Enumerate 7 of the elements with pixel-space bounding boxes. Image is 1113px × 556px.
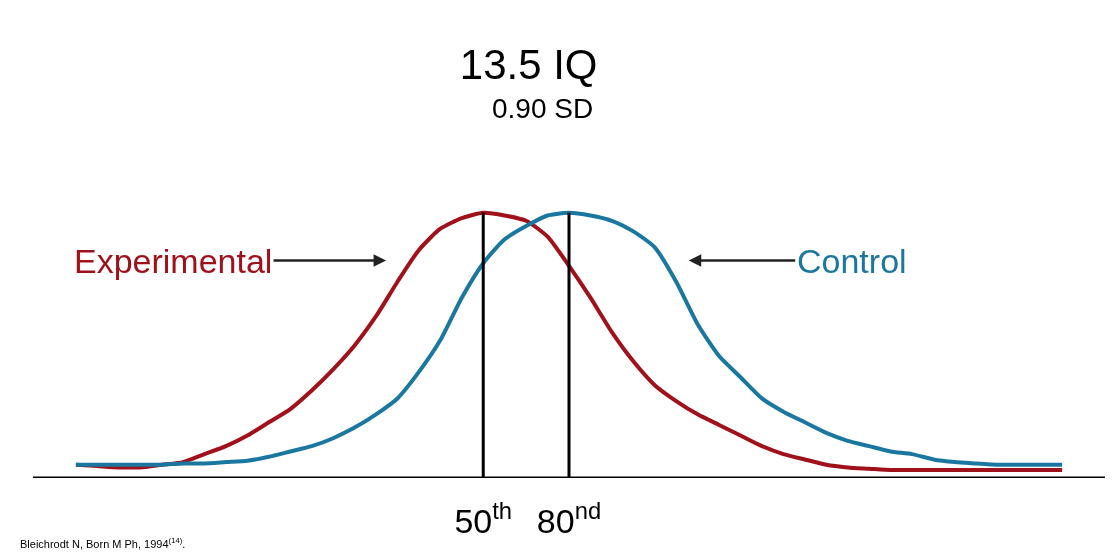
text: Control bbox=[797, 242, 907, 280]
text: Experimental bbox=[74, 242, 273, 280]
x-tick-label: 80$^{nd}$ bbox=[536, 496, 602, 540]
chart-subtitle: 0.90 SD bbox=[492, 93, 594, 124]
chart-title: 13.5 IQ bbox=[459, 40, 598, 88]
text: Bleichrodt N, Born M Ph, 1994$^{(14)}$. bbox=[20, 536, 186, 550]
x-tick-label: 50$^{th}$ bbox=[454, 496, 513, 540]
